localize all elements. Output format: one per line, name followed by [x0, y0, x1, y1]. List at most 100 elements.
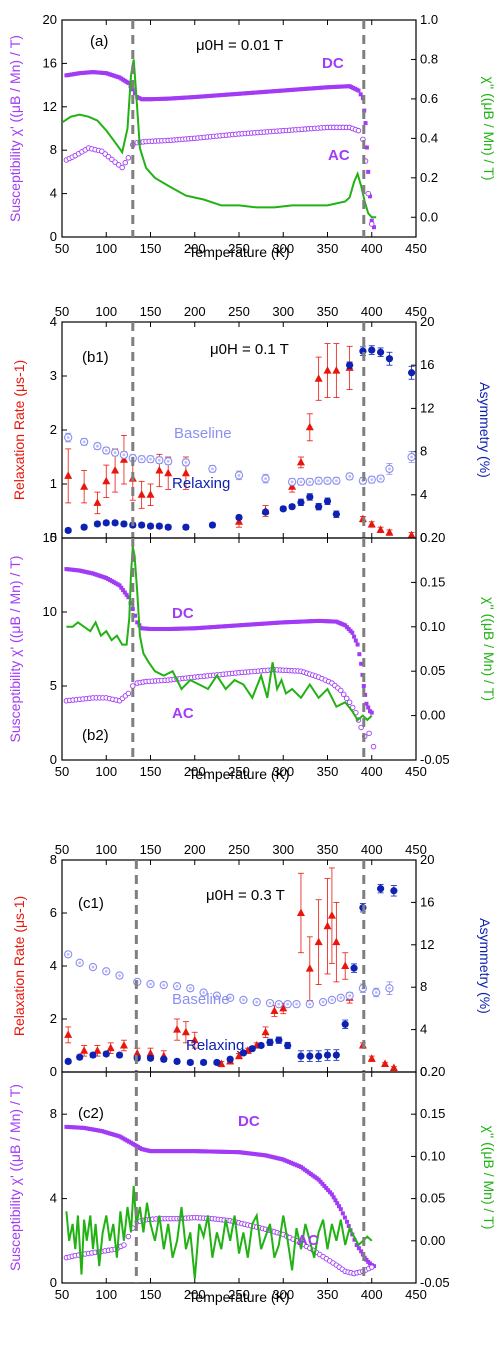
- x-tick-label-top: 100: [95, 304, 117, 319]
- data-point-dot: [215, 994, 219, 998]
- x-tick-label-top: 400: [361, 304, 383, 319]
- data-point-dot: [374, 991, 378, 994]
- y-right-tick-label: -0.05: [420, 752, 450, 767]
- relaxing-label: Relaxing: [186, 1037, 244, 1054]
- data-point: [305, 964, 314, 972]
- series-ac: [63, 124, 375, 227]
- data-point-dot: [255, 1000, 259, 1004]
- y-right-tick-label: 0.20: [420, 1064, 445, 1079]
- y-left-tick-label: 6: [50, 905, 57, 920]
- data-point: [125, 155, 132, 161]
- data-point: [172, 1149, 177, 1154]
- y-left-tick-label: 4: [50, 958, 57, 973]
- data-point: [367, 1054, 376, 1062]
- data-point: [160, 1149, 165, 1154]
- data-point: [235, 1051, 243, 1060]
- data-point-dot: [104, 969, 108, 973]
- data-point: [356, 88, 361, 93]
- data-point: [146, 1048, 155, 1057]
- data-point: [359, 661, 364, 666]
- y-right-tick-label: -0.05: [420, 1275, 450, 1290]
- dc-label: DC: [238, 1113, 260, 1130]
- y-left-axis-title: Susceptibility χ' ((μB / Mn) / T): [7, 556, 23, 743]
- data-point: [305, 422, 314, 431]
- x-tick-label: 200: [184, 1287, 206, 1302]
- data-point-dot: [237, 473, 241, 477]
- data-point: [126, 80, 131, 85]
- y-left-tick-label: 4: [50, 186, 57, 201]
- x-tick-label-top: 150: [140, 304, 162, 319]
- data-point: [355, 127, 362, 134]
- data-point: [340, 1211, 345, 1216]
- data-point: [369, 1264, 375, 1270]
- data-point: [344, 1219, 349, 1224]
- ac-label: AC: [172, 705, 194, 722]
- data-point-dot: [140, 457, 144, 461]
- y-right-tick-label: 0: [420, 530, 427, 545]
- data-point: [124, 592, 129, 597]
- data-point-dot: [78, 961, 82, 965]
- x-tick-label: 300: [272, 241, 294, 256]
- series-line: [66, 546, 373, 722]
- data-point: [363, 121, 368, 126]
- data-point: [112, 159, 118, 165]
- data-point: [162, 1149, 167, 1154]
- data-point: [89, 1051, 97, 1059]
- data-point: [130, 87, 135, 92]
- baseline-label: Baseline: [174, 425, 232, 442]
- y-left-tick-label: 0: [50, 1064, 57, 1079]
- y-right-tick-label: 20: [420, 852, 434, 867]
- y-left-tick-label: 3: [50, 368, 57, 383]
- data-point: [115, 162, 122, 168]
- data-point: [353, 638, 358, 643]
- y-left-tick-label: 1: [50, 476, 57, 491]
- data-point: [354, 1243, 359, 1248]
- data-point-dot: [308, 480, 312, 484]
- data-point: [315, 503, 323, 511]
- data-point: [345, 84, 350, 89]
- x-axis-title: Temperature (K): [188, 766, 289, 782]
- data-point: [279, 505, 287, 513]
- y-left-tick-label: 4: [50, 314, 57, 329]
- data-point: [297, 498, 305, 506]
- data-point: [284, 1041, 292, 1050]
- data-point: [341, 84, 346, 89]
- y-right-tick-label: 0: [420, 1064, 427, 1079]
- plot-area: [64, 343, 416, 538]
- x-tick-label: 150: [140, 241, 162, 256]
- panel-label: (c2): [78, 1105, 104, 1122]
- data-point: [332, 1051, 340, 1059]
- data-point: [125, 1233, 132, 1240]
- data-point-dot: [149, 457, 152, 461]
- data-point-dot: [118, 974, 121, 977]
- y-left-tick-label: 5: [50, 678, 57, 693]
- data-point: [154, 1149, 159, 1154]
- relaxing-label: Relaxing: [172, 475, 230, 492]
- y-right-tick-label: 12: [420, 937, 434, 952]
- data-point: [150, 1149, 155, 1154]
- data-point: [184, 1149, 189, 1154]
- data-point: [217, 1059, 226, 1068]
- data-point-dot: [370, 478, 374, 482]
- data-point: [346, 361, 354, 369]
- x-tick-label: 250: [228, 241, 250, 256]
- ac-label: AC: [297, 1232, 319, 1249]
- data-point: [137, 96, 142, 101]
- data-point: [126, 595, 131, 600]
- series----: [62, 59, 377, 219]
- x-tick-label: 100: [95, 764, 117, 779]
- data-point-dot: [326, 479, 329, 483]
- x-tick-label-top: 150: [140, 842, 162, 857]
- data-point: [327, 85, 332, 90]
- data-point-dot: [228, 996, 232, 1000]
- data-point: [329, 85, 334, 90]
- data-point: [338, 687, 344, 694]
- data-point: [64, 1057, 72, 1065]
- data-point: [366, 705, 371, 710]
- y-right-tick-label: 0.6: [420, 91, 438, 106]
- x-tick-label: 300: [272, 764, 294, 779]
- data-point-dot: [264, 477, 267, 480]
- data-point: [266, 1038, 274, 1046]
- data-point: [339, 84, 344, 89]
- data-point: [173, 1057, 181, 1065]
